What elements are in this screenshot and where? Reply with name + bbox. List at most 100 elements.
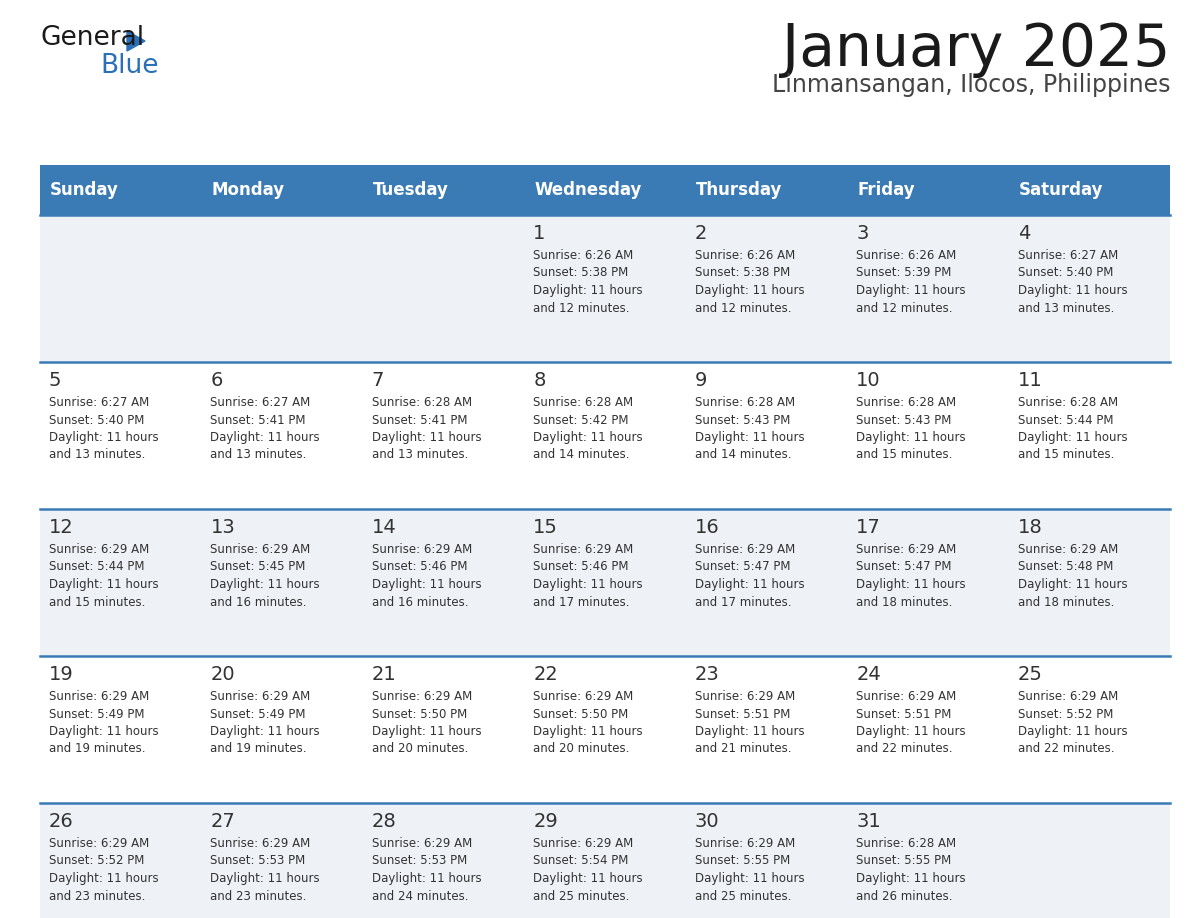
Text: 21: 21	[372, 665, 397, 684]
Text: Sunset: 5:50 PM: Sunset: 5:50 PM	[372, 708, 467, 721]
Text: and 22 minutes.: and 22 minutes.	[1018, 743, 1114, 756]
Text: Tuesday: Tuesday	[373, 181, 449, 199]
Text: Sunset: 5:41 PM: Sunset: 5:41 PM	[210, 413, 307, 427]
Text: Sunset: 5:47 PM: Sunset: 5:47 PM	[857, 561, 952, 574]
Text: Sunrise: 6:29 AM: Sunrise: 6:29 AM	[1018, 690, 1118, 703]
Bar	[40, 165, 202, 215]
Text: Sunrise: 6:28 AM: Sunrise: 6:28 AM	[857, 837, 956, 850]
Text: Sunset: 5:55 PM: Sunset: 5:55 PM	[695, 855, 790, 868]
Text: Daylight: 11 hours: Daylight: 11 hours	[210, 725, 320, 738]
Text: 12: 12	[49, 518, 74, 537]
Bar	[362, 362, 524, 509]
Text: Daylight: 11 hours: Daylight: 11 hours	[857, 284, 966, 297]
Text: Sunrise: 6:29 AM: Sunrise: 6:29 AM	[210, 690, 311, 703]
Text: 20: 20	[210, 665, 235, 684]
Text: Sunset: 5:49 PM: Sunset: 5:49 PM	[210, 708, 307, 721]
Text: Sunrise: 6:29 AM: Sunrise: 6:29 AM	[533, 543, 633, 556]
Text: and 14 minutes.: and 14 minutes.	[533, 449, 630, 462]
Text: and 14 minutes.: and 14 minutes.	[695, 449, 791, 462]
Text: and 26 minutes.: and 26 minutes.	[857, 890, 953, 902]
Text: 10: 10	[857, 371, 880, 390]
Bar	[362, 215, 524, 362]
Text: and 19 minutes.: and 19 minutes.	[49, 743, 145, 756]
Text: General: General	[40, 25, 144, 51]
Text: Daylight: 11 hours: Daylight: 11 hours	[533, 431, 643, 444]
Text: Sunrise: 6:29 AM: Sunrise: 6:29 AM	[210, 543, 311, 556]
Text: 18: 18	[1018, 518, 1042, 537]
Text: January 2025: January 2025	[782, 21, 1170, 78]
Text: Sunset: 5:54 PM: Sunset: 5:54 PM	[533, 855, 628, 868]
Text: Sunrise: 6:29 AM: Sunrise: 6:29 AM	[372, 543, 472, 556]
Text: 25: 25	[1018, 665, 1042, 684]
Text: Daylight: 11 hours: Daylight: 11 hours	[49, 431, 159, 444]
Bar	[524, 803, 685, 918]
Text: Daylight: 11 hours: Daylight: 11 hours	[372, 872, 481, 885]
Text: 19: 19	[49, 665, 74, 684]
Text: Sunset: 5:45 PM: Sunset: 5:45 PM	[210, 561, 305, 574]
Text: Sunset: 5:43 PM: Sunset: 5:43 PM	[857, 413, 952, 427]
Text: Sunset: 5:44 PM: Sunset: 5:44 PM	[49, 561, 145, 574]
Text: Sunrise: 6:29 AM: Sunrise: 6:29 AM	[1018, 543, 1118, 556]
Bar	[847, 656, 1009, 803]
Text: 22: 22	[533, 665, 558, 684]
Text: and 15 minutes.: and 15 minutes.	[1018, 449, 1114, 462]
Text: Sunset: 5:48 PM: Sunset: 5:48 PM	[1018, 561, 1113, 574]
Text: Sunset: 5:39 PM: Sunset: 5:39 PM	[857, 266, 952, 279]
Text: Linmansangan, Ilocos, Philippines: Linmansangan, Ilocos, Philippines	[771, 73, 1170, 97]
Bar	[202, 656, 362, 803]
Text: and 13 minutes.: and 13 minutes.	[49, 449, 145, 462]
Text: Sunset: 5:49 PM: Sunset: 5:49 PM	[49, 708, 145, 721]
Text: Sunrise: 6:29 AM: Sunrise: 6:29 AM	[372, 837, 472, 850]
Text: 6: 6	[210, 371, 223, 390]
Text: 26: 26	[49, 812, 74, 831]
Text: 2: 2	[695, 224, 707, 243]
Text: Sunset: 5:52 PM: Sunset: 5:52 PM	[49, 855, 145, 868]
Bar	[847, 165, 1009, 215]
Text: and 15 minutes.: and 15 minutes.	[49, 596, 145, 609]
Text: and 24 minutes.: and 24 minutes.	[372, 890, 468, 902]
Text: and 13 minutes.: and 13 minutes.	[372, 449, 468, 462]
Text: Saturday: Saturday	[1018, 181, 1104, 199]
Text: 13: 13	[210, 518, 235, 537]
Text: Sunset: 5:55 PM: Sunset: 5:55 PM	[857, 855, 952, 868]
Text: Daylight: 11 hours: Daylight: 11 hours	[210, 578, 320, 591]
Bar	[524, 509, 685, 656]
Bar	[202, 509, 362, 656]
Text: and 20 minutes.: and 20 minutes.	[372, 743, 468, 756]
Text: Sunset: 5:40 PM: Sunset: 5:40 PM	[1018, 266, 1113, 279]
Bar	[524, 215, 685, 362]
Text: 4: 4	[1018, 224, 1030, 243]
Text: Sunrise: 6:28 AM: Sunrise: 6:28 AM	[695, 396, 795, 409]
Bar	[40, 803, 202, 918]
Text: and 16 minutes.: and 16 minutes.	[210, 596, 307, 609]
Polygon shape	[127, 31, 145, 51]
Text: and 13 minutes.: and 13 minutes.	[1018, 301, 1114, 315]
Text: Daylight: 11 hours: Daylight: 11 hours	[372, 725, 481, 738]
Text: Daylight: 11 hours: Daylight: 11 hours	[1018, 725, 1127, 738]
Text: Sunset: 5:51 PM: Sunset: 5:51 PM	[857, 708, 952, 721]
Bar	[202, 362, 362, 509]
Text: and 16 minutes.: and 16 minutes.	[372, 596, 468, 609]
Text: Sunset: 5:38 PM: Sunset: 5:38 PM	[533, 266, 628, 279]
Bar	[685, 362, 847, 509]
Bar	[847, 803, 1009, 918]
Text: Daylight: 11 hours: Daylight: 11 hours	[857, 872, 966, 885]
Text: and 25 minutes.: and 25 minutes.	[533, 890, 630, 902]
Text: Sunrise: 6:26 AM: Sunrise: 6:26 AM	[857, 249, 956, 262]
Text: and 17 minutes.: and 17 minutes.	[695, 596, 791, 609]
Bar	[847, 362, 1009, 509]
Text: Daylight: 11 hours: Daylight: 11 hours	[372, 578, 481, 591]
Bar	[362, 509, 524, 656]
Text: Daylight: 11 hours: Daylight: 11 hours	[695, 431, 804, 444]
Bar	[202, 215, 362, 362]
Bar	[202, 165, 362, 215]
Text: and 25 minutes.: and 25 minutes.	[695, 890, 791, 902]
Text: 23: 23	[695, 665, 720, 684]
Bar	[40, 215, 202, 362]
Text: Sunrise: 6:29 AM: Sunrise: 6:29 AM	[695, 690, 795, 703]
Text: Sunset: 5:51 PM: Sunset: 5:51 PM	[695, 708, 790, 721]
Text: Sunset: 5:42 PM: Sunset: 5:42 PM	[533, 413, 628, 427]
Bar	[202, 803, 362, 918]
Text: 16: 16	[695, 518, 720, 537]
Text: Thursday: Thursday	[696, 181, 782, 199]
